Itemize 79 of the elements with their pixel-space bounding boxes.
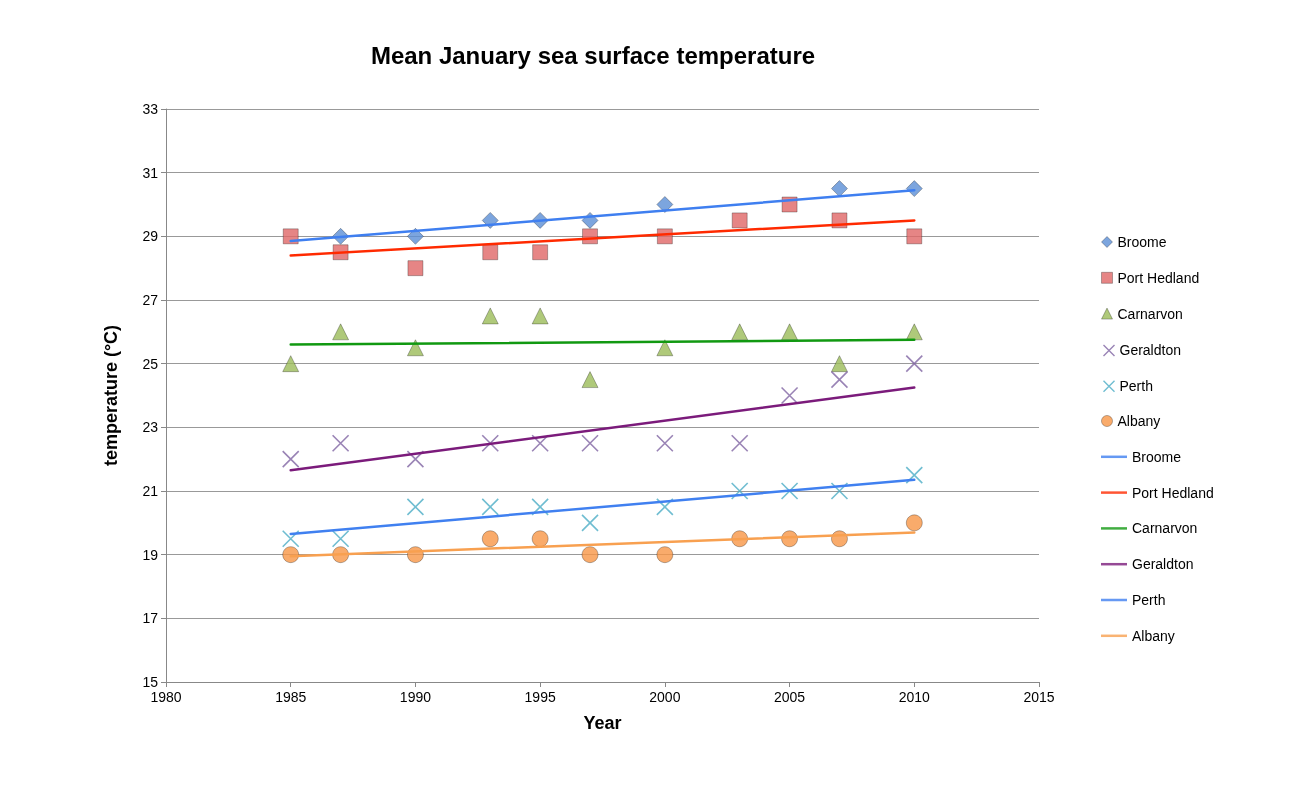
point — [906, 228, 923, 245]
point — [830, 180, 848, 198]
legend-label: Geraldton — [1132, 556, 1194, 573]
x-axis-title: Year — [583, 713, 622, 733]
point — [532, 244, 549, 261]
legend-label: Carnarvon — [1132, 520, 1198, 537]
point — [531, 530, 549, 548]
point — [730, 434, 749, 453]
y-tick-label: 23 — [142, 419, 159, 436]
point — [830, 370, 849, 389]
point — [656, 498, 674, 516]
legend-label: Geraldton — [1119, 342, 1181, 359]
x-tick-label: 1995 — [524, 689, 556, 705]
x-tick-label: 2015 — [1023, 689, 1055, 705]
y-axis-title: temperature (°C) — [101, 324, 121, 467]
point — [406, 498, 425, 516]
legend-label: Albany — [1132, 627, 1175, 644]
y-tick-label: 29 — [142, 228, 159, 245]
point — [905, 323, 923, 341]
x-tick-label: 2000 — [649, 689, 681, 705]
y-tick-label: 15 — [142, 674, 159, 690]
point — [781, 323, 799, 341]
x-tick-label: 2005 — [773, 689, 806, 705]
point — [481, 434, 500, 453]
point — [482, 244, 499, 261]
y-tick-label: 27 — [142, 292, 159, 308]
y-tick-label: 19 — [142, 546, 159, 563]
legend-label: Broome — [1132, 448, 1182, 465]
point — [581, 514, 599, 532]
point — [531, 434, 549, 453]
point — [481, 498, 500, 516]
point — [581, 546, 599, 564]
point — [406, 339, 424, 357]
point — [731, 212, 748, 229]
legend-label: Port Hedland — [1132, 484, 1214, 501]
legend-label: Perth — [1132, 592, 1166, 608]
point — [830, 355, 848, 373]
point — [531, 498, 549, 516]
legend-label: Perth — [1119, 378, 1153, 395]
point — [780, 482, 799, 500]
point — [481, 530, 499, 548]
point — [730, 482, 749, 500]
point — [581, 434, 599, 453]
x-tick-label: 1980 — [150, 689, 182, 705]
point — [905, 354, 924, 373]
point — [531, 307, 549, 325]
legend-label: Carnarvon — [1117, 305, 1183, 322]
point — [282, 228, 299, 245]
y-tick-label: 25 — [142, 355, 159, 372]
x-tick-label: 1990 — [399, 689, 432, 705]
point — [407, 260, 424, 277]
point — [406, 450, 425, 468]
legend-label: Broome — [1117, 234, 1167, 250]
y-tick-label: 31 — [142, 164, 159, 181]
x-tick-label: 2010 — [898, 689, 931, 705]
y-tick-label: 33 — [142, 101, 159, 117]
legend-label: Port Hedland — [1117, 269, 1200, 286]
legend-label: Albany — [1117, 413, 1161, 429]
point — [332, 323, 350, 341]
point — [656, 339, 674, 357]
y-tick-label: 21 — [142, 483, 159, 499]
point — [830, 482, 849, 500]
y-tick-label: 17 — [142, 610, 159, 627]
point — [780, 386, 799, 405]
chart-title: Mean January sea surface temperature — [370, 41, 816, 69]
point — [656, 546, 674, 564]
point — [281, 529, 300, 548]
point — [282, 355, 300, 373]
point — [282, 546, 300, 564]
point — [905, 466, 924, 484]
point — [281, 450, 300, 468]
x-tick-label: 1985 — [275, 689, 307, 705]
point — [731, 323, 749, 341]
point — [481, 307, 499, 325]
point — [905, 514, 923, 532]
point — [581, 371, 599, 389]
point — [331, 434, 350, 453]
point — [656, 434, 674, 453]
point — [331, 529, 350, 548]
